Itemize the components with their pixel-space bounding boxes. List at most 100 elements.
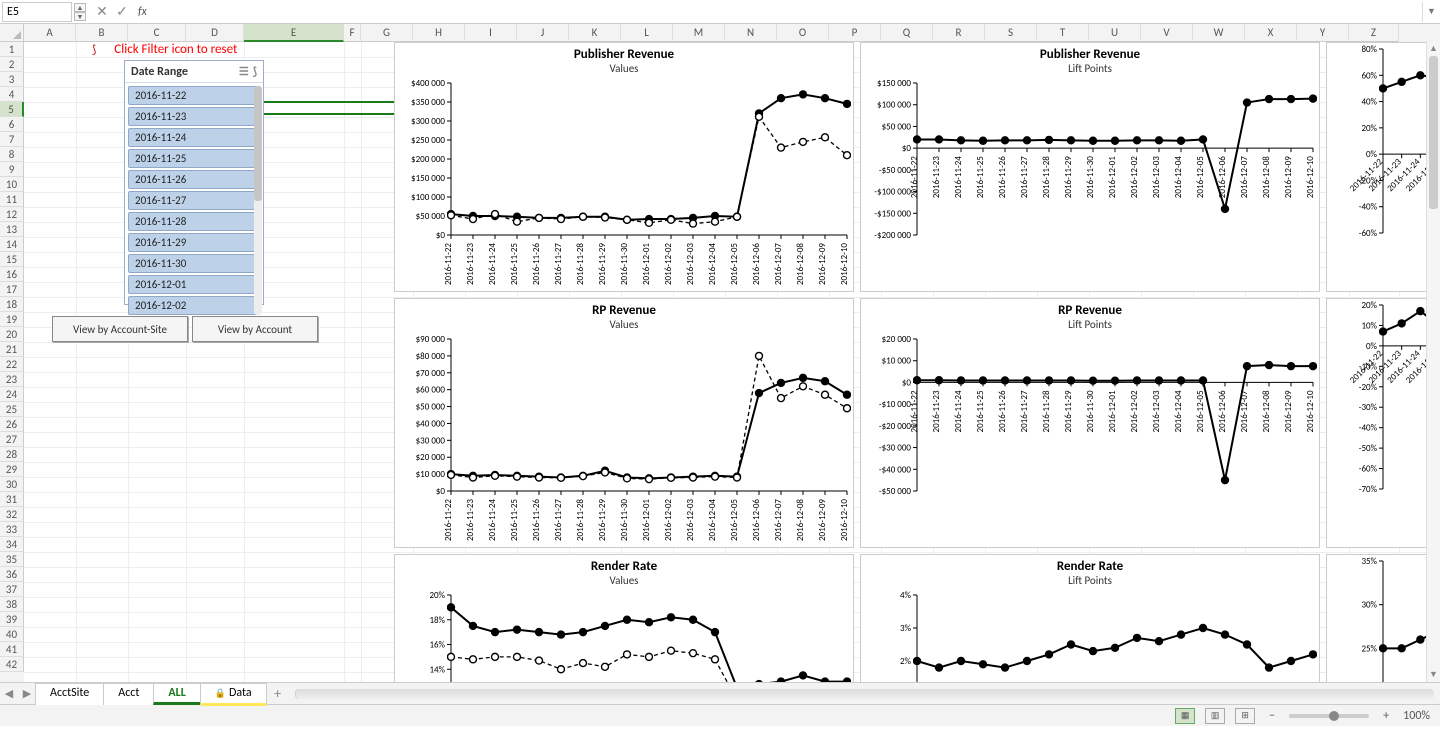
chart--[interactable]: -70%-60%-50%-40%-30%-20%-10%0%10%20%2016… [1326, 298, 1440, 548]
row-header-28[interactable]: 28 [0, 447, 24, 462]
multi-select-icon[interactable]: ☰ [239, 65, 249, 78]
chart-publisher-revenue-values[interactable]: Publisher RevenueValues$0$50 000$100 000… [394, 42, 854, 292]
row-header-2[interactable]: 2 [0, 57, 24, 72]
row-header-20[interactable]: 20 [0, 327, 24, 342]
chart-rp-revenue-lift-points[interactable]: RP RevenueLift Points-$50 000-$40 000-$3… [860, 298, 1320, 548]
row-header-9[interactable]: 9 [0, 162, 24, 177]
col-header-H[interactable]: H [413, 24, 465, 42]
col-header-J[interactable]: J [517, 24, 569, 42]
row-header-25[interactable]: 25 [0, 402, 24, 417]
slicer-scrollbar[interactable] [254, 86, 262, 315]
row-header-5[interactable]: 5 [0, 102, 24, 117]
row-header-39[interactable]: 39 [0, 612, 24, 627]
date-range-slicer[interactable]: Date Range☰⟆2016-11-222016-11-232016-11-… [124, 60, 264, 305]
row-header-34[interactable]: 34 [0, 537, 24, 552]
col-header-Z[interactable]: Z [1349, 24, 1399, 42]
row-header-22[interactable]: 22 [0, 357, 24, 372]
spreadsheet-grid[interactable]: ABCDEFGHIJKLMNOPQRSTUVWXYZ 1234567891011… [0, 24, 1440, 682]
chart--[interactable]: 20%25%30%35% [1326, 554, 1440, 682]
row-header-23[interactable]: 23 [0, 372, 24, 387]
row-header-35[interactable]: 35 [0, 552, 24, 567]
col-header-P[interactable]: P [829, 24, 881, 42]
row-header-7[interactable]: 7 [0, 132, 24, 147]
name-box-stepper[interactable]: ▲▼ [74, 3, 86, 21]
row-header-11[interactable]: 11 [0, 192, 24, 207]
clear-filter-icon[interactable]: ⟆ [253, 65, 257, 78]
chart-render-rate-lift-points[interactable]: Render RateLift Points1%2%3%4% [860, 554, 1320, 682]
tab-nav-prev-icon[interactable]: ◀ [0, 687, 18, 700]
row-header-8[interactable]: 8 [0, 147, 24, 162]
row-header-19[interactable]: 19 [0, 312, 24, 327]
row-header-17[interactable]: 17 [0, 282, 24, 297]
view-acct-button[interactable]: View by Account [192, 316, 318, 342]
sheet-tab-acct[interactable]: Acct [103, 683, 154, 705]
col-header-A[interactable]: A [24, 24, 76, 42]
row-header-12[interactable]: 12 [0, 207, 24, 222]
vertical-scrollbar[interactable]: ▲ ▼ [1426, 42, 1440, 682]
col-header-D[interactable]: D [186, 24, 244, 42]
col-header-B[interactable]: B [76, 24, 128, 42]
row-header-21[interactable]: 21 [0, 342, 24, 357]
slicer-item[interactable]: 2016-12-02 [128, 296, 259, 315]
slicer-item[interactable]: 2016-11-23 [128, 107, 259, 126]
col-header-C[interactable]: C [128, 24, 186, 42]
row-header-15[interactable]: 15 [0, 252, 24, 267]
add-sheet-button[interactable]: + [267, 685, 289, 702]
chart-publisher-revenue-lift-points[interactable]: Publisher RevenueLift Points-$200 000-$1… [860, 42, 1320, 292]
row-header-41[interactable]: 41 [0, 642, 24, 657]
sheet-tab-all[interactable]: ALL [153, 683, 200, 705]
horizontal-scrollbar[interactable] [295, 689, 1434, 699]
row-header-13[interactable]: 13 [0, 222, 24, 237]
tab-nav-next-icon[interactable]: ▶ [18, 687, 36, 700]
select-all-corner[interactable] [0, 24, 24, 42]
name-box[interactable]: E5 [2, 2, 72, 22]
col-header-X[interactable]: X [1245, 24, 1297, 42]
row-header-29[interactable]: 29 [0, 462, 24, 477]
row-header-30[interactable]: 30 [0, 477, 24, 492]
page-layout-view-icon[interactable]: ▥ [1205, 708, 1225, 724]
zoom-in-button[interactable]: + [1379, 709, 1393, 723]
slicer-item[interactable]: 2016-11-28 [128, 212, 259, 231]
col-header-U[interactable]: U [1089, 24, 1141, 42]
row-header-33[interactable]: 33 [0, 522, 24, 537]
row-header-1[interactable]: 1 [0, 42, 24, 57]
sheet-tab-acctsite[interactable]: AcctSite [35, 683, 104, 705]
col-header-L[interactable]: L [621, 24, 673, 42]
row-header-32[interactable]: 32 [0, 507, 24, 522]
col-header-E[interactable]: E [244, 24, 344, 42]
confirm-formula-icon[interactable]: ✓ [112, 3, 132, 20]
col-header-M[interactable]: M [673, 24, 725, 42]
chart-rp-revenue-values[interactable]: RP RevenueValues$0$10 000$20 000$30 000$… [394, 298, 854, 548]
slicer-item[interactable]: 2016-11-25 [128, 149, 259, 168]
row-header-4[interactable]: 4 [0, 87, 24, 102]
row-header-36[interactable]: 36 [0, 567, 24, 582]
chart-render-rate-values[interactable]: Render RateValues12%14%16%18%20% [394, 554, 854, 682]
col-header-V[interactable]: V [1141, 24, 1193, 42]
col-header-Y[interactable]: Y [1297, 24, 1349, 42]
col-header-S[interactable]: S [985, 24, 1037, 42]
col-header-O[interactable]: O [777, 24, 829, 42]
col-header-T[interactable]: T [1037, 24, 1089, 42]
row-header-18[interactable]: 18 [0, 297, 24, 312]
row-header-31[interactable]: 31 [0, 492, 24, 507]
slicer-item[interactable]: 2016-11-29 [128, 233, 259, 252]
sheet-tab-data[interactable]: Data [200, 683, 267, 705]
row-header-14[interactable]: 14 [0, 237, 24, 252]
col-header-I[interactable]: I [465, 24, 517, 42]
col-header-R[interactable]: R [933, 24, 985, 42]
normal-view-icon[interactable]: ▦ [1175, 708, 1195, 724]
col-header-G[interactable]: G [361, 24, 413, 42]
row-header-24[interactable]: 24 [0, 387, 24, 402]
slicer-item[interactable]: 2016-11-27 [128, 191, 259, 210]
slicer-item[interactable]: 2016-12-01 [128, 275, 259, 294]
row-header-16[interactable]: 16 [0, 267, 24, 282]
col-header-N[interactable]: N [725, 24, 777, 42]
row-header-10[interactable]: 10 [0, 177, 24, 192]
col-header-F[interactable]: F [344, 24, 361, 42]
zoom-slider[interactable] [1289, 714, 1369, 718]
slicer-item[interactable]: 2016-11-24 [128, 128, 259, 147]
formula-input[interactable] [153, 2, 1422, 22]
col-header-W[interactable]: W [1193, 24, 1245, 42]
row-header-40[interactable]: 40 [0, 627, 24, 642]
zoom-out-button[interactable]: − [1265, 709, 1279, 723]
